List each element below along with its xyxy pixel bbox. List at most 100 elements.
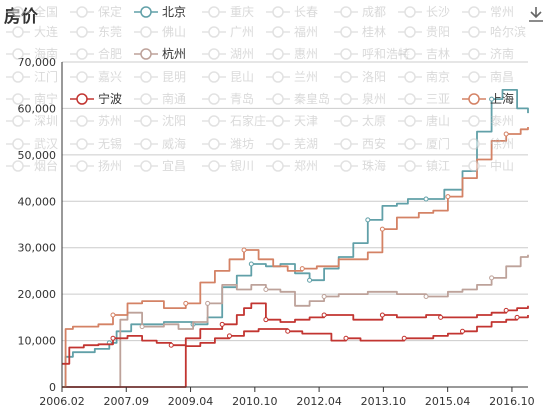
legend-symbol-marker bbox=[140, 71, 152, 83]
legend-item-三亚[interactable]: 三亚 bbox=[398, 92, 450, 106]
legend-item-济南[interactable]: 济南 bbox=[462, 46, 514, 61]
legend-item-贵阳[interactable]: 贵阳 bbox=[398, 25, 450, 39]
legend-item-常州[interactable]: 常州 bbox=[462, 5, 514, 19]
legend-item-重庆[interactable]: 重庆 bbox=[202, 5, 254, 19]
legend-item-芜湖[interactable]: 芜湖 bbox=[266, 136, 318, 151]
legend-item-烟台[interactable]: 烟台 bbox=[6, 158, 58, 173]
legend-item-威海[interactable]: 威海 bbox=[134, 136, 186, 151]
data-point bbox=[139, 324, 145, 330]
legend-item-秦皇岛[interactable]: 秦皇岛 bbox=[266, 91, 330, 106]
legend-item-惠州[interactable]: 惠州 bbox=[266, 47, 318, 61]
download-icon[interactable] bbox=[528, 6, 544, 22]
data-point bbox=[423, 196, 429, 202]
legend-item-湖州[interactable]: 湖州 bbox=[202, 46, 254, 61]
legend-label: 南宁 bbox=[34, 91, 58, 106]
legend-item-泉州[interactable]: 泉州 bbox=[334, 92, 386, 106]
legend-item-广州[interactable]: 广州 bbox=[202, 25, 254, 39]
legend-item-成都[interactable]: 成都 bbox=[334, 5, 386, 19]
legend-item-郑州[interactable]: 郑州 bbox=[266, 158, 318, 173]
legend-item-无锡[interactable]: 无锡 bbox=[70, 136, 122, 151]
legend-symbol-marker bbox=[208, 48, 220, 60]
legend-item-长春[interactable]: 长春 bbox=[266, 5, 318, 19]
legend-item-宜昌[interactable]: 宜昌 bbox=[134, 158, 186, 173]
legend-symbol-marker bbox=[272, 160, 284, 172]
legend-symbol-marker bbox=[12, 115, 24, 127]
legend-item-镇江[interactable]: 镇江 bbox=[398, 159, 450, 173]
data-point bbox=[514, 314, 520, 320]
legend-item-保定[interactable]: 保定 bbox=[70, 4, 122, 19]
legend-item-太原[interactable]: 太原 bbox=[334, 113, 386, 128]
legend-item-南昌[interactable]: 南昌 bbox=[462, 69, 514, 84]
legend-label: 惠州 bbox=[294, 47, 318, 61]
legend-item-青岛[interactable]: 青岛 bbox=[202, 91, 254, 106]
legend-item-南宁[interactable]: 南宁 bbox=[6, 91, 58, 106]
legend-item-长沙[interactable]: 长沙 bbox=[398, 5, 450, 19]
legend-item-北京[interactable]: 北京 bbox=[134, 5, 186, 19]
legend-item-天津[interactable]: 天津 bbox=[266, 114, 318, 128]
legend-label: 江门 bbox=[34, 69, 58, 84]
legend-item-海南[interactable]: 海南 bbox=[6, 46, 58, 61]
legend-item-昆明[interactable]: 昆明 bbox=[134, 70, 186, 84]
legend-item-沈阳[interactable]: 沈阳 bbox=[134, 113, 186, 128]
legend-item-呼和浩特[interactable]: 呼和浩特 bbox=[334, 46, 410, 61]
legend-label: 太原 bbox=[362, 113, 386, 128]
legend-item-昆山[interactable]: 昆山 bbox=[202, 70, 254, 84]
legend-item-宁波[interactable]: 宁波 bbox=[70, 91, 122, 106]
legend-item-唐山[interactable]: 唐山 bbox=[398, 113, 450, 128]
legend-item-泰州[interactable]: 泰州 bbox=[462, 114, 514, 128]
legend-item-桂林[interactable]: 桂林 bbox=[334, 24, 386, 39]
legend-label: 郑州 bbox=[294, 158, 318, 173]
legend-label: 三亚 bbox=[426, 92, 450, 106]
legend-item-哈尔滨[interactable]: 哈尔滨 bbox=[462, 24, 526, 39]
legend-symbol-marker bbox=[340, 6, 352, 18]
legend-label: 武汉 bbox=[34, 137, 58, 151]
legend-item-大连[interactable]: 大连 bbox=[6, 24, 58, 39]
legend-item-东莞[interactable]: 东莞 bbox=[70, 25, 122, 39]
legend-item-珠海[interactable]: 珠海 bbox=[334, 158, 386, 173]
legend-item-深圳[interactable]: 深圳 bbox=[6, 114, 58, 128]
legend-item-合肥[interactable]: 合肥 bbox=[70, 46, 122, 61]
series-line-上海 bbox=[62, 127, 529, 388]
legend-item-洛阳[interactable]: 洛阳 bbox=[334, 69, 386, 84]
legend-item-吉林[interactable]: 吉林 bbox=[398, 47, 450, 61]
legend-symbol-marker bbox=[12, 160, 24, 172]
legend-item-潍坊[interactable]: 潍坊 bbox=[202, 136, 254, 151]
legend-label: 青岛 bbox=[230, 91, 254, 106]
legend-item-兰州[interactable]: 兰州 bbox=[266, 70, 318, 84]
legend-label: 桂林 bbox=[362, 24, 386, 39]
legend-item-武汉[interactable]: 武汉 bbox=[6, 137, 58, 151]
legend-item-杭州[interactable]: 杭州 bbox=[134, 46, 186, 61]
legend-label: 镇江 bbox=[426, 159, 450, 173]
legend-label: 长春 bbox=[294, 5, 318, 19]
legend-item-中山[interactable]: 中山 bbox=[462, 158, 514, 173]
legend-item-厦门[interactable]: 厦门 bbox=[398, 136, 450, 151]
legend-item-全国[interactable]: 全国 bbox=[6, 4, 58, 19]
legend-item-江门[interactable]: 江门 bbox=[6, 69, 58, 84]
legend-symbol-marker bbox=[340, 71, 352, 83]
legend-item-徐州[interactable]: 徐州 bbox=[462, 136, 514, 151]
legend-item-南京[interactable]: 南京 bbox=[398, 69, 450, 84]
legend-label: 南京 bbox=[426, 69, 450, 84]
legend-item-石家庄[interactable]: 石家庄 bbox=[202, 113, 266, 128]
legend-symbol-marker bbox=[272, 71, 284, 83]
legend-item-南通[interactable]: 南通 bbox=[134, 91, 186, 106]
legend-item-福州[interactable]: 福州 bbox=[266, 24, 318, 39]
legend-symbol-marker bbox=[12, 26, 24, 38]
legend-label: 洛阳 bbox=[362, 69, 386, 84]
legend-symbol-marker bbox=[468, 115, 480, 127]
legend-symbol-marker bbox=[208, 93, 220, 105]
legend-item-扬州[interactable]: 扬州 bbox=[70, 158, 122, 173]
data-point bbox=[226, 333, 232, 339]
legend-item-佛山[interactable]: 佛山 bbox=[134, 25, 186, 39]
legend-item-西安[interactable]: 西安 bbox=[334, 136, 386, 151]
legend-item-苏州[interactable]: 苏州 bbox=[70, 114, 122, 128]
legend-label: 北京 bbox=[162, 5, 186, 19]
legend-item-嘉兴[interactable]: 嘉兴 bbox=[70, 70, 122, 84]
legend-item-上海[interactable]: 上海 bbox=[462, 91, 514, 106]
legend-item-银川[interactable]: 银川 bbox=[202, 159, 254, 173]
legend-symbol-marker bbox=[272, 48, 284, 60]
legend-symbol-marker bbox=[140, 6, 152, 18]
legend-label: 呼和浩特 bbox=[362, 46, 410, 61]
legend-symbol-marker bbox=[468, 26, 480, 38]
